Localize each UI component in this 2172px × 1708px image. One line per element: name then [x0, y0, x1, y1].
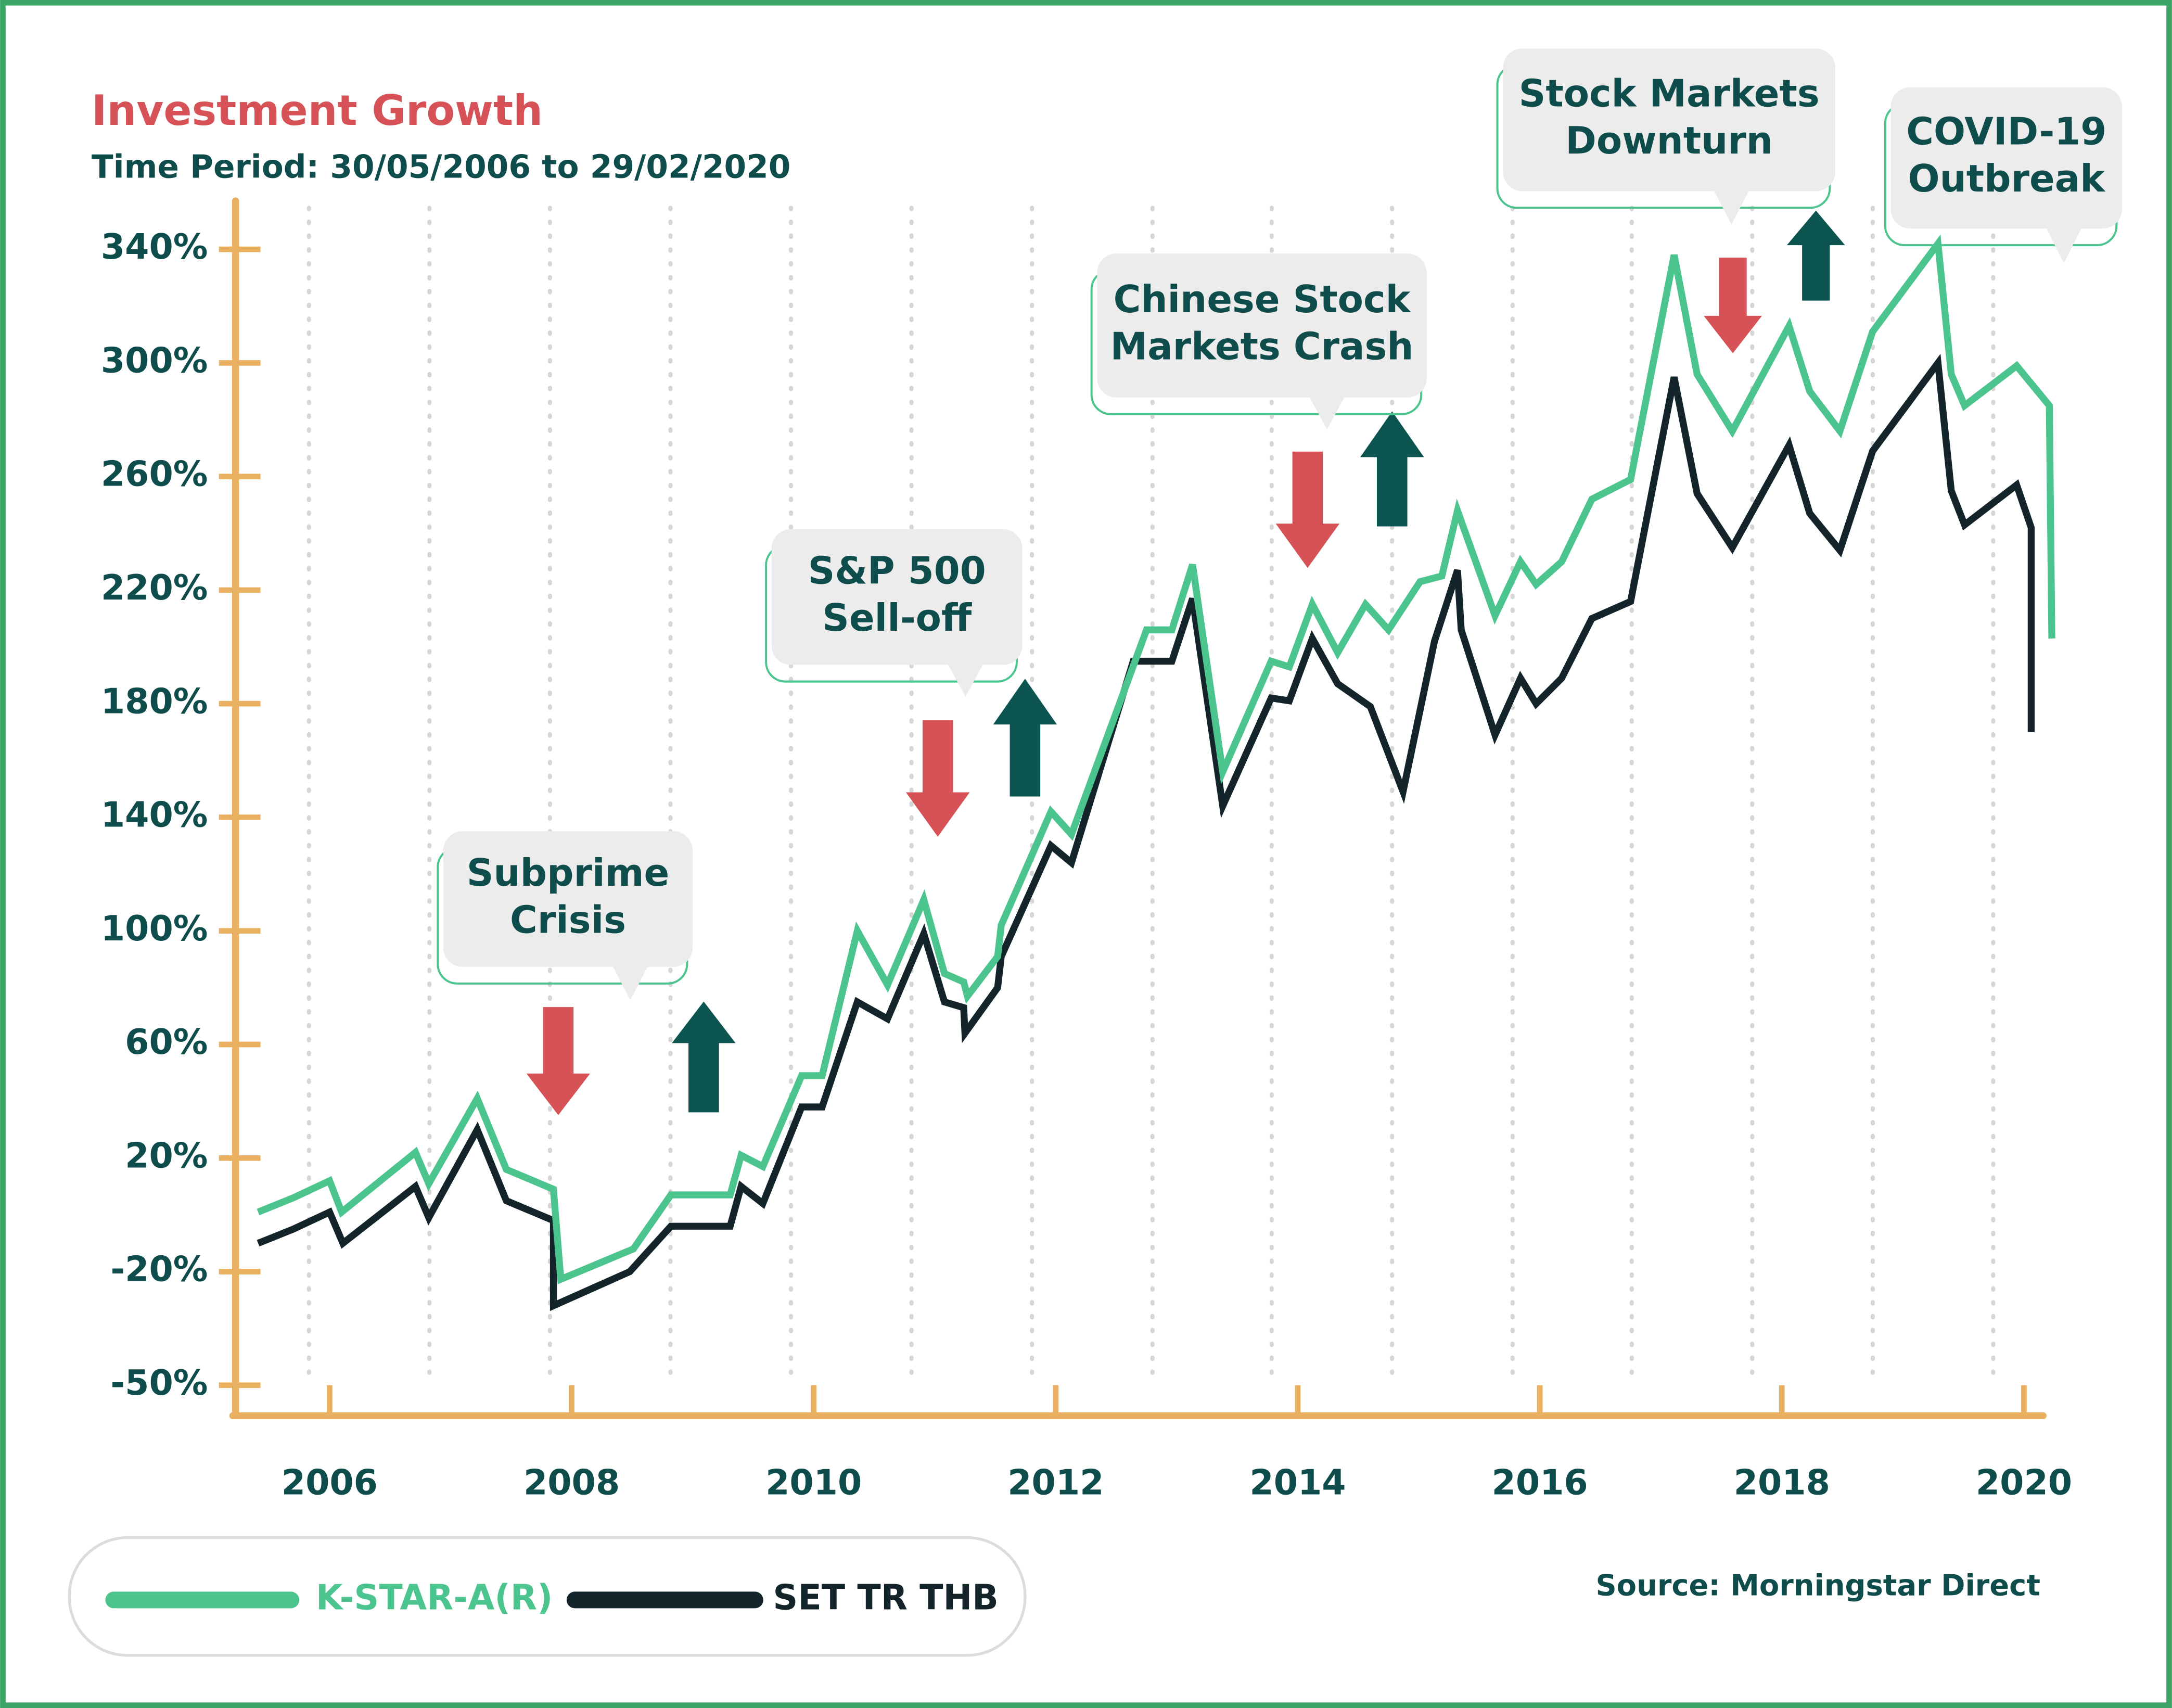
chart-subtitle: Time Period: 30/05/2006 to 29/02/2020	[92, 148, 791, 185]
callout-box	[443, 831, 693, 967]
x-tick-label: 2010	[765, 1462, 862, 1503]
callout-text: Markets Crash	[1110, 324, 1414, 368]
callout-text: Outbreak	[1908, 157, 2106, 200]
chart-title: Investment Growth	[92, 86, 543, 135]
y-tick-label: 60%	[125, 1022, 208, 1062]
down-arrow	[1275, 451, 1340, 568]
y-tick-label: 140%	[101, 795, 208, 835]
x-tick-label: 2018	[1734, 1462, 1830, 1503]
down-arrow	[1704, 258, 1762, 353]
callout-box	[771, 529, 1023, 665]
callout-box	[1097, 253, 1427, 398]
x-tick-label: 2008	[523, 1462, 620, 1503]
callout-pointer	[2046, 227, 2082, 263]
callout-pointer	[947, 664, 984, 697]
callout-text: Crisis	[510, 898, 626, 941]
series-line	[257, 353, 2035, 1311]
callout-text: Chinese Stock	[1114, 277, 1412, 321]
up-arrow	[993, 679, 1057, 797]
y-tick-label: 180%	[101, 681, 208, 721]
up-arrow	[1360, 411, 1424, 527]
callout-box	[1890, 87, 2123, 229]
x-tick-label: 2006	[282, 1462, 378, 1503]
up-arrow	[672, 1001, 736, 1113]
legend-label: SET TR THB	[773, 1577, 998, 1617]
x-tick-label: 2014	[1249, 1462, 1346, 1503]
callout-text: Sell-off	[822, 596, 972, 640]
down-arrow	[526, 1007, 591, 1115]
callout-text: S&P 500	[808, 549, 986, 593]
down-arrow	[905, 720, 970, 837]
y-tick-label: 220%	[101, 567, 208, 608]
callout-box	[1503, 48, 1836, 192]
y-tick-label: 260%	[101, 454, 208, 494]
legend-box	[68, 1536, 1027, 1657]
y-tick-label: 20%	[125, 1135, 208, 1176]
arrows	[526, 210, 1845, 1115]
legend-label: K-STAR-A(R)	[316, 1577, 553, 1617]
callout-text: COVID-19	[1906, 110, 2106, 154]
y-tick-label: 300%	[101, 340, 208, 380]
callout-text: Stock Markets	[1519, 72, 1820, 116]
callout-pointer	[612, 965, 648, 1000]
up-arrow	[1786, 210, 1845, 301]
callout-pointer	[1713, 189, 1750, 225]
series-line	[257, 234, 2055, 1284]
x-tick-label: 2020	[1976, 1462, 2072, 1503]
y-tick-label: 100%	[101, 908, 208, 949]
callout-pointer	[1309, 396, 1345, 430]
x-tick-label: 2016	[1492, 1462, 1588, 1503]
y-tick-label: -20%	[111, 1249, 208, 1290]
x-tick-label: 2012	[1007, 1462, 1104, 1503]
callout-text: Subprime	[467, 851, 669, 895]
source: Source: Morningstar Direct	[1595, 1569, 2040, 1603]
y-tick-label: 340%	[101, 226, 208, 267]
y-tick-label: -50%	[111, 1362, 208, 1403]
callout-text: Downturn	[1565, 119, 1773, 162]
